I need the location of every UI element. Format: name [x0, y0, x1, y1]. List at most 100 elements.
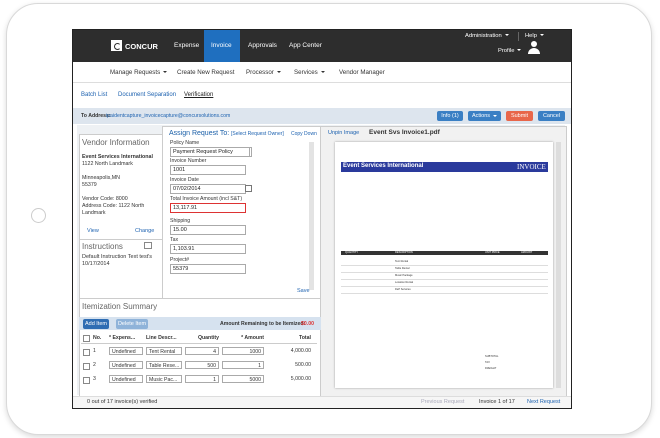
field-input[interactable]: 15.00: [170, 225, 246, 235]
cancel-button[interactable]: Cancel: [538, 111, 565, 121]
cell-input[interactable]: Tent Rental: [146, 347, 182, 355]
footer: [73, 396, 571, 408]
instructions-icon[interactable]: [144, 242, 152, 249]
unpin-link[interactable]: Unpin Image: [328, 130, 360, 136]
table-cell: 4,000.00: [290, 348, 311, 354]
cell-input[interactable]: 4: [185, 347, 219, 355]
view-link[interactable]: Batch List: [81, 92, 108, 98]
invoice-heading: INVOICE: [517, 163, 546, 171]
subnav-item[interactable]: Vendor Manager: [339, 69, 385, 76]
copy-down[interactable]: Copy Down: [291, 131, 317, 137]
invoice-rule: [341, 279, 548, 280]
vendor-line: Minneapolis,MN: [82, 175, 120, 181]
field-input[interactable]: 1001: [170, 165, 246, 175]
view-link-active[interactable]: Verification: [184, 92, 214, 98]
caret: [517, 49, 522, 52]
scrollbar: [309, 142, 314, 290]
table-cell: 1: [93, 348, 96, 354]
owner-link[interactable]: [Select Request Owner]: [231, 131, 284, 137]
verified-status: 0 out of 17 invoice(s) verified: [87, 399, 158, 405]
subnav-item[interactable]: Manage Requests: [110, 69, 168, 76]
field-input[interactable]: 1,103.91: [170, 244, 246, 254]
profile-menu[interactable]: Profile: [498, 48, 522, 54]
cell-input[interactable]: Undefined: [109, 375, 143, 383]
invoice-rule: [341, 272, 548, 273]
subnav-item[interactable]: Create New Request: [177, 69, 235, 76]
field-label: Tax: [170, 237, 179, 243]
cell-input[interactable]: Undefined: [109, 361, 143, 369]
field-input[interactable]: 07/02/2014: [170, 184, 246, 194]
column-header: * Amount: [241, 335, 264, 341]
nav-tab[interactable]: Expense: [174, 42, 200, 49]
table-cell: 2: [93, 362, 96, 368]
nav-tab[interactable]: App Center: [289, 42, 322, 49]
nav-tab[interactable]: Invoice: [211, 42, 232, 49]
subnav-item[interactable]: Processor: [246, 69, 281, 76]
instructions-panel: [79, 239, 163, 299]
to-address: ipaidentcapture_invoicecapture@concursol…: [106, 113, 231, 119]
column-header: Line Descr...: [146, 335, 177, 341]
avatar-body: [528, 48, 540, 54]
to-label: To Address:: [81, 113, 111, 119]
change-vendor[interactable]: Change: [135, 228, 155, 234]
cell-input[interactable]: 1: [222, 361, 264, 369]
save-link[interactable]: Save: [297, 288, 310, 294]
vendor-line: Vendor Code: 8000: [82, 196, 128, 202]
row-checkbox[interactable]: [83, 377, 90, 384]
field-label: Invoice Date: [170, 177, 199, 183]
field-input[interactable]: 55379: [170, 264, 246, 274]
cell-input[interactable]: Table Rese...: [146, 361, 182, 369]
instructions-title: Instructions: [82, 242, 123, 251]
info-button[interactable]: Info (1): [437, 111, 463, 121]
field-input[interactable]: Payment Request Policy: [170, 147, 252, 157]
vendor-name: Event Services International: [82, 154, 153, 160]
caret: [493, 114, 498, 117]
cell-input[interactable]: 500: [185, 361, 219, 369]
next-request[interactable]: Next Request: [527, 399, 561, 405]
cell-input[interactable]: 5000: [222, 375, 264, 383]
actions-button[interactable]: Actions: [468, 111, 501, 121]
cell-input[interactable]: Undefined: [109, 347, 143, 355]
submit-button[interactable]: Submit: [506, 111, 533, 121]
cell-input[interactable]: Music Pac...: [146, 375, 182, 383]
invoice-item: Table Rental: [395, 267, 410, 270]
caret: [539, 34, 544, 37]
invoice-rule: [341, 293, 548, 294]
invoice-table-header: [341, 251, 548, 255]
row-checkbox[interactable]: [83, 363, 90, 370]
header-checkbox[interactable]: [83, 335, 90, 342]
instructions-text: Default Instruction Text test's 10/17/20…: [82, 254, 153, 267]
file-name: Event Svs Invoice1.pdf: [369, 129, 440, 136]
subnav-item[interactable]: Services: [294, 69, 325, 76]
field-input[interactable]: 13,117.91: [170, 203, 246, 213]
invoice-item: DeP Services: [395, 288, 411, 291]
select-arrow[interactable]: [249, 148, 256, 156]
nav-tab[interactable]: Approvals: [248, 42, 277, 49]
itemization-title: Itemization Summary: [82, 302, 158, 311]
delete-item[interactable]: Delete Item: [116, 319, 148, 329]
view-vendor[interactable]: View: [87, 228, 99, 234]
remaining-label: Amount Remaining to be Itemized:: [220, 321, 306, 327]
view-link[interactable]: Document Separation: [118, 92, 177, 98]
previous-request[interactable]: Previous Request: [421, 399, 465, 405]
remaining-amount: $0.00: [301, 321, 314, 327]
home-button[interactable]: [31, 208, 46, 223]
image-scrollbar: [556, 142, 561, 388]
invoice-total: TAX: [485, 361, 490, 364]
top-nav: [73, 30, 571, 62]
button-label: Actions: [471, 113, 491, 119]
avatar-head: [531, 41, 537, 47]
help-menu[interactable]: Help: [525, 33, 544, 39]
admin-menu[interactable]: Administration: [465, 33, 509, 39]
cell-input[interactable]: 1000: [222, 347, 264, 355]
caret: [276, 71, 281, 74]
add-item[interactable]: Add Item: [83, 319, 109, 329]
row-checkbox[interactable]: [83, 349, 90, 356]
field-label: Shipping: [170, 218, 191, 224]
cell-input[interactable]: 1: [185, 375, 219, 383]
field-label: Policy Name: [170, 140, 200, 146]
field-label: Project#: [170, 257, 190, 263]
column-header: No.: [93, 335, 102, 341]
invoice-item: Location Rental: [395, 281, 414, 284]
calendar-icon[interactable]: [245, 185, 252, 192]
